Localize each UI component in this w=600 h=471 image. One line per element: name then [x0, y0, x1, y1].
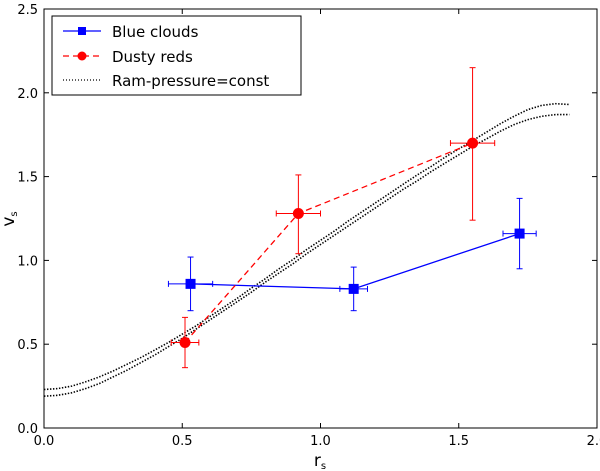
y-tick-label: 1.5	[17, 171, 38, 186]
x-tick-label: 1.0	[310, 434, 331, 449]
ram-pressure-curve-0	[44, 102, 570, 391]
blue-clouds-point	[514, 228, 525, 239]
legend-marker-dusty-reds	[77, 51, 87, 61]
legend-marker-blue-clouds	[78, 27, 86, 35]
y-tick-label: 0.0	[17, 422, 38, 437]
blue-clouds-point	[185, 278, 196, 289]
legend: Blue clouds Dusty reds Ram-pressure=cons…	[51, 15, 302, 96]
dusty-reds-point	[467, 137, 479, 149]
y-tick-label: 0.5	[17, 338, 38, 353]
x-tick-label: 0.5	[172, 434, 193, 449]
blue-clouds-point	[348, 283, 359, 294]
legend-label-ram-pressure: Ram-pressure=const	[112, 72, 269, 90]
y-tick-label: 2.5	[17, 3, 38, 18]
x-tick-label: 1.5	[448, 434, 469, 449]
ram-pressure-curve-1	[44, 113, 570, 397]
y-tick-label: 2.0	[17, 87, 38, 102]
y-tick-label: 1.0	[17, 254, 38, 269]
legend-label-dusty-reds: Dusty reds	[112, 48, 193, 66]
y-axis-label: vs	[0, 211, 20, 226]
x-tick-label: 0.0	[34, 434, 55, 449]
legend-label-blue-clouds: Blue clouds	[112, 23, 199, 41]
x-axis-label: rs	[314, 451, 326, 471]
x-tick-label: 2.0	[587, 434, 600, 449]
dusty-reds-point	[179, 337, 191, 349]
dusty-reds-point	[292, 207, 304, 219]
